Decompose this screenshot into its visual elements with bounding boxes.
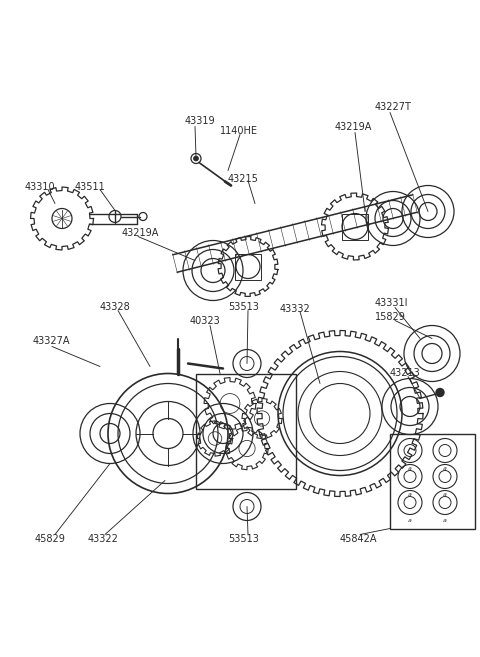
Text: 53513: 53513 — [228, 302, 259, 311]
Text: a: a — [408, 518, 412, 523]
Text: 43310: 43310 — [25, 181, 56, 191]
Text: 45829: 45829 — [35, 533, 66, 543]
Bar — [342, 214, 368, 240]
Text: 43332: 43332 — [280, 304, 311, 313]
Text: a: a — [443, 518, 447, 523]
Text: 53513: 53513 — [228, 533, 259, 543]
Text: a: a — [408, 492, 412, 497]
Text: 43322: 43322 — [88, 533, 119, 543]
Circle shape — [193, 156, 199, 161]
Text: a: a — [443, 492, 447, 497]
Bar — [196, 373, 296, 489]
Text: 43328: 43328 — [100, 302, 131, 311]
Text: 40323: 40323 — [190, 317, 221, 327]
Text: 1140HE: 1140HE — [220, 127, 258, 137]
Text: 43331I: 43331I — [375, 298, 408, 309]
Bar — [235, 254, 261, 279]
Circle shape — [436, 388, 444, 397]
Text: a: a — [408, 466, 412, 471]
Text: 43219A: 43219A — [335, 122, 372, 131]
Text: 43219A: 43219A — [122, 229, 159, 238]
Text: 43213: 43213 — [390, 369, 421, 378]
Text: 43511: 43511 — [75, 181, 106, 191]
Bar — [390, 434, 475, 528]
Text: 15829: 15829 — [375, 311, 406, 321]
Text: a: a — [443, 466, 447, 471]
Text: 43215: 43215 — [228, 173, 259, 183]
Text: 43319: 43319 — [185, 116, 216, 127]
Text: 43327A: 43327A — [33, 336, 71, 346]
Text: 43227T: 43227T — [375, 101, 412, 112]
Text: 45842A: 45842A — [340, 533, 377, 543]
